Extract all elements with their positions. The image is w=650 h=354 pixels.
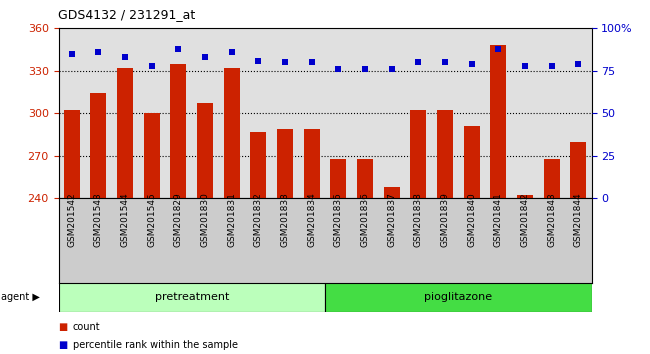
- Point: [573, 61, 584, 67]
- Point: [413, 59, 424, 65]
- Bar: [410, 110, 426, 198]
- Bar: [330, 159, 346, 198]
- Bar: [463, 126, 480, 198]
- Point: [173, 46, 184, 52]
- Point: [227, 49, 237, 55]
- Bar: [384, 187, 400, 198]
- Bar: [250, 132, 266, 198]
- Text: percentile rank within the sample: percentile rank within the sample: [73, 340, 238, 350]
- Bar: [357, 159, 373, 198]
- Bar: [517, 195, 533, 198]
- Point: [307, 59, 317, 65]
- Point: [439, 59, 450, 65]
- Point: [200, 55, 211, 60]
- Bar: [117, 68, 133, 198]
- Point: [386, 66, 396, 72]
- Bar: [170, 64, 187, 198]
- Point: [547, 63, 557, 69]
- Bar: [64, 110, 80, 198]
- Text: count: count: [73, 322, 100, 332]
- Point: [120, 55, 130, 60]
- Point: [94, 49, 104, 55]
- Bar: [90, 93, 107, 198]
- Bar: [277, 129, 293, 198]
- Point: [280, 59, 291, 65]
- Bar: [490, 45, 506, 198]
- Text: GDS4132 / 231291_at: GDS4132 / 231291_at: [58, 8, 196, 21]
- Bar: [197, 103, 213, 198]
- Text: ■: ■: [58, 340, 68, 350]
- Point: [254, 58, 264, 63]
- Point: [333, 66, 343, 72]
- Bar: [224, 68, 240, 198]
- Text: agent ▶: agent ▶: [1, 292, 40, 302]
- Point: [467, 61, 477, 67]
- Bar: [570, 142, 586, 198]
- Point: [360, 66, 370, 72]
- Bar: [144, 113, 160, 198]
- Point: [147, 63, 157, 69]
- FancyBboxPatch shape: [58, 283, 325, 312]
- Point: [493, 46, 504, 52]
- Text: pioglitazone: pioglitazone: [424, 292, 492, 302]
- Point: [520, 63, 530, 69]
- Point: [67, 51, 77, 57]
- Bar: [304, 129, 320, 198]
- Bar: [543, 159, 560, 198]
- Text: ■: ■: [58, 322, 68, 332]
- FancyBboxPatch shape: [325, 283, 592, 312]
- Bar: [437, 110, 453, 198]
- Text: pretreatment: pretreatment: [155, 292, 229, 302]
